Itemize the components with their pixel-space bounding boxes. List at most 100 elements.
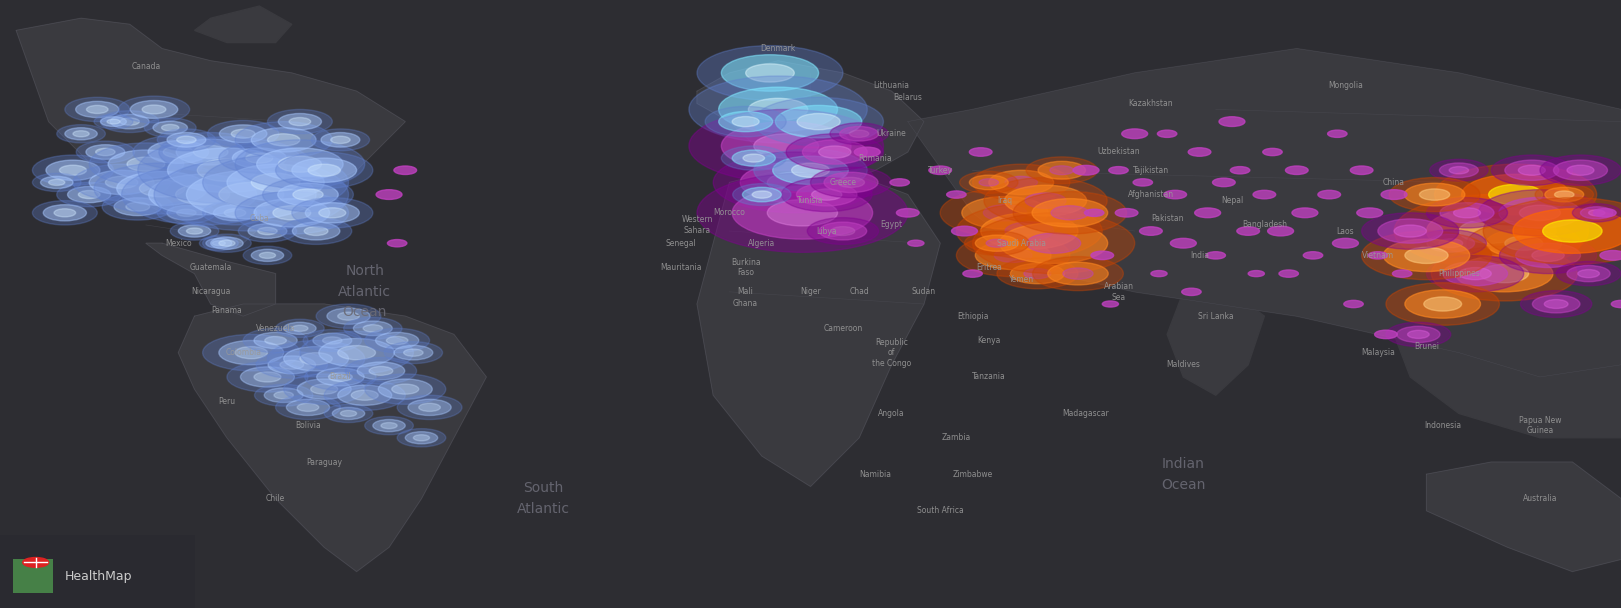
Circle shape — [1091, 251, 1114, 260]
Circle shape — [767, 199, 838, 226]
Circle shape — [276, 395, 340, 420]
Circle shape — [32, 201, 97, 225]
Circle shape — [742, 154, 765, 162]
Circle shape — [23, 558, 49, 567]
Circle shape — [57, 182, 122, 207]
Text: Burkina
Faso: Burkina Faso — [731, 258, 760, 277]
Circle shape — [227, 164, 324, 201]
Text: Indian
Ocean: Indian Ocean — [1161, 457, 1206, 491]
Circle shape — [1005, 176, 1037, 188]
Circle shape — [832, 227, 854, 235]
Circle shape — [1386, 283, 1499, 325]
Circle shape — [120, 118, 139, 125]
Circle shape — [107, 119, 120, 124]
Circle shape — [807, 218, 879, 244]
Circle shape — [105, 176, 138, 188]
Circle shape — [1430, 159, 1488, 181]
Circle shape — [292, 198, 373, 228]
Circle shape — [854, 147, 880, 157]
Circle shape — [157, 129, 216, 151]
Circle shape — [802, 140, 867, 164]
Circle shape — [1555, 191, 1574, 198]
Circle shape — [313, 333, 352, 348]
Circle shape — [1230, 167, 1250, 174]
Text: Laos: Laos — [1337, 227, 1354, 235]
Circle shape — [775, 105, 862, 138]
Circle shape — [284, 347, 349, 371]
Text: Tanzania: Tanzania — [973, 373, 1005, 381]
Circle shape — [199, 236, 238, 250]
Circle shape — [324, 380, 405, 410]
Circle shape — [981, 213, 1078, 249]
Circle shape — [1611, 300, 1621, 308]
Circle shape — [1462, 174, 1569, 215]
Circle shape — [1362, 213, 1459, 249]
Circle shape — [1362, 231, 1491, 280]
Circle shape — [786, 134, 883, 170]
Circle shape — [243, 328, 308, 353]
Polygon shape — [178, 304, 486, 572]
Circle shape — [721, 146, 786, 170]
Circle shape — [376, 333, 418, 348]
Circle shape — [908, 240, 924, 246]
Circle shape — [177, 136, 196, 143]
Circle shape — [144, 118, 196, 137]
Text: Lithuania: Lithuania — [874, 81, 909, 89]
Circle shape — [96, 148, 115, 156]
Circle shape — [733, 187, 872, 239]
Circle shape — [219, 182, 284, 207]
Circle shape — [254, 372, 280, 382]
Circle shape — [45, 160, 101, 181]
Circle shape — [1303, 252, 1323, 259]
Circle shape — [1499, 237, 1597, 274]
Text: Arabian
Sea: Arabian Sea — [1104, 282, 1133, 302]
Circle shape — [219, 143, 300, 173]
Circle shape — [1381, 190, 1407, 199]
Circle shape — [167, 206, 206, 220]
Circle shape — [697, 173, 908, 252]
Circle shape — [397, 429, 446, 447]
Circle shape — [838, 178, 864, 187]
Text: Colombia: Colombia — [225, 348, 261, 357]
Circle shape — [152, 121, 188, 134]
Text: Libya: Libya — [817, 227, 836, 235]
Circle shape — [956, 234, 1070, 277]
Circle shape — [1195, 208, 1221, 218]
Circle shape — [1102, 301, 1118, 307]
Text: Niger: Niger — [801, 288, 820, 296]
Text: Papua New
Guinea: Papua New Guinea — [1519, 416, 1561, 435]
Circle shape — [373, 420, 405, 432]
Text: Namibia: Namibia — [859, 470, 892, 478]
Circle shape — [721, 122, 851, 170]
Circle shape — [1491, 155, 1572, 185]
Circle shape — [118, 96, 190, 123]
Circle shape — [819, 222, 867, 240]
Text: Philippines: Philippines — [1438, 269, 1480, 278]
Circle shape — [102, 193, 173, 220]
Circle shape — [754, 97, 883, 146]
Text: Algeria: Algeria — [749, 239, 775, 247]
Circle shape — [203, 334, 300, 371]
Circle shape — [1504, 160, 1559, 181]
Circle shape — [1292, 208, 1318, 218]
Circle shape — [232, 148, 287, 168]
Circle shape — [178, 225, 211, 237]
Text: Maldives: Maldives — [1167, 361, 1200, 369]
Circle shape — [203, 155, 349, 210]
Circle shape — [394, 166, 417, 174]
Circle shape — [235, 347, 267, 359]
Circle shape — [989, 170, 1054, 195]
Circle shape — [177, 209, 196, 216]
Circle shape — [76, 102, 118, 117]
Circle shape — [256, 351, 327, 378]
Circle shape — [1024, 269, 1050, 278]
Circle shape — [203, 201, 267, 225]
Text: Bolivia: Bolivia — [295, 421, 321, 430]
Text: Yemen: Yemen — [1008, 275, 1034, 284]
Circle shape — [819, 146, 851, 158]
Circle shape — [1568, 165, 1593, 175]
Circle shape — [1397, 326, 1439, 342]
Circle shape — [1005, 222, 1054, 240]
Text: Cameroon: Cameroon — [823, 324, 862, 333]
Circle shape — [384, 342, 443, 364]
